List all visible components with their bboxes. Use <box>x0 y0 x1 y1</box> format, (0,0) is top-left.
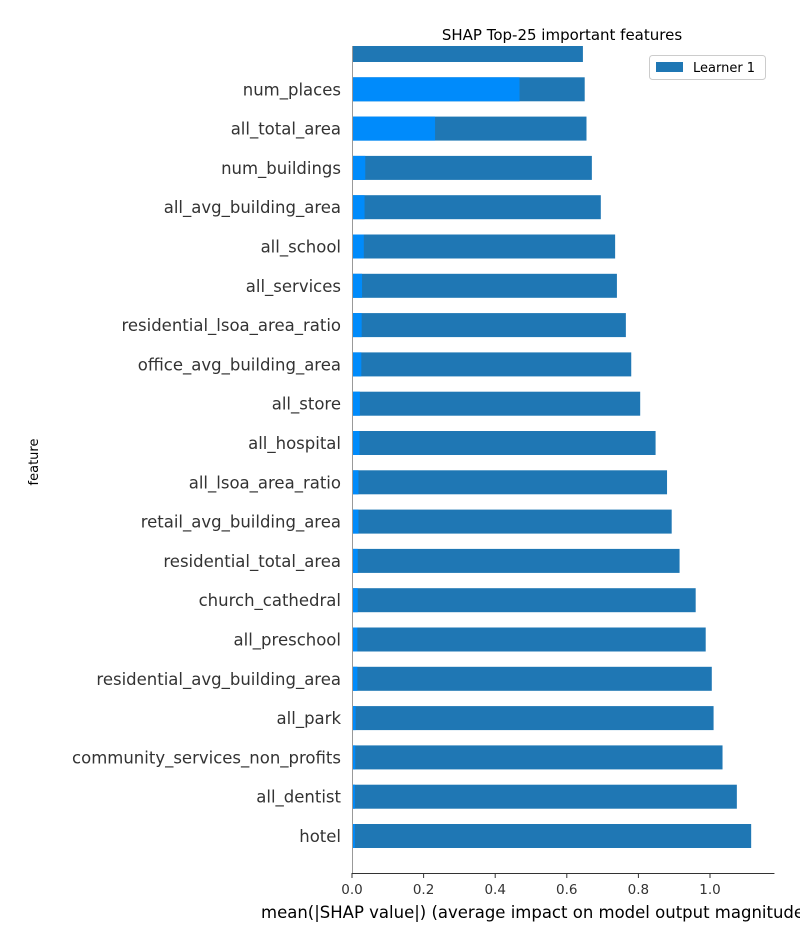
y-tick-label: all_services <box>246 277 341 297</box>
bar-learner-1 <box>352 313 626 338</box>
y-tick-label: residential_avg_building_area <box>96 670 341 690</box>
bar-overlay <box>352 824 355 848</box>
bar-overlay <box>352 627 358 652</box>
y-tick-label: all_hospital <box>248 434 341 454</box>
bar-learner-1 <box>352 46 583 62</box>
chart-title: SHAP Top-25 important features <box>442 26 682 44</box>
x-axis-title: mean(|SHAP value|) (average impact on mo… <box>261 903 800 922</box>
x-tick-label: 1.0 <box>699 882 720 898</box>
x-axis: 0.0 0.2 0.4 0.6 0.8 1.0 <box>341 46 775 898</box>
x-tick-label: 0.2 <box>413 882 434 898</box>
bar-learner-1 <box>352 706 714 731</box>
y-tick-label: residential_lsoa_area_ratio <box>121 316 341 336</box>
x-tick-label: 0.8 <box>628 882 649 898</box>
bar-overlay <box>352 431 360 455</box>
y-tick-label: all_dentist <box>256 788 341 808</box>
y-axis-title: feature <box>27 439 42 486</box>
legend-label: Learner 1 <box>693 61 755 76</box>
bar-overlay <box>352 234 364 259</box>
legend-swatch <box>656 62 683 72</box>
x-tick-label: 0.4 <box>484 882 505 898</box>
bar-overlay <box>352 509 359 534</box>
bar-learner-1 <box>352 352 632 377</box>
bar-learner-1 <box>352 824 752 848</box>
bar-overlay <box>352 155 366 180</box>
y-tick-labels: num_places all_total_area num_buildingsall… <box>72 80 341 846</box>
y-tick-label: all_school <box>261 238 341 258</box>
bar-learner-1 <box>352 548 680 573</box>
bar-learner-1 <box>352 431 656 455</box>
bar-overlay <box>352 77 520 102</box>
bar-overlay <box>352 313 362 338</box>
bars-layer <box>352 46 752 848</box>
bar-overlay <box>352 666 358 691</box>
y-tick-label: retail_avg_building_area <box>141 513 341 533</box>
legend: Learner 1 <box>649 55 766 80</box>
y-tick-label: all_avg_building_area <box>164 198 341 218</box>
y-tick-label: residential_total_area <box>163 552 341 572</box>
bar-learner-1 <box>352 745 723 770</box>
bar-overlay <box>352 548 358 573</box>
y-tick-label: church_cathedral <box>199 591 341 611</box>
y-tick-label: community_services_non_profits <box>72 748 341 768</box>
bar-learner-1 <box>352 234 616 259</box>
bar-overlay <box>352 706 356 731</box>
y-tick-label: all_total_area <box>231 120 341 140</box>
bar-learner-1 <box>352 784 737 809</box>
bar-overlay <box>352 273 363 298</box>
bar-learner-1 <box>352 666 712 691</box>
bar-learner-1 <box>352 470 668 495</box>
y-tick-label: all_park <box>277 709 342 729</box>
bar-learner-1 <box>352 195 601 220</box>
bar-overlay <box>352 195 365 220</box>
y-tick-label: all_preschool <box>234 631 341 651</box>
bar-overlay <box>352 391 360 416</box>
bar-overlay <box>352 352 362 377</box>
bar-overlay <box>352 470 359 495</box>
y-tick-label: num_buildings <box>221 159 341 179</box>
y-tick-label: all_store <box>272 395 341 415</box>
bar-overlay <box>352 784 355 809</box>
y-tick-label: hotel <box>299 827 341 846</box>
bar-learner-1 <box>352 627 706 652</box>
bar-learner-1 <box>352 391 641 416</box>
x-tick-label: 0.0 <box>341 882 362 898</box>
legend-frame <box>649 55 766 80</box>
bar-overlay <box>352 116 436 141</box>
y-tick-label: num_places <box>243 80 341 100</box>
bar-learner-1 <box>352 509 672 534</box>
x-tick-label: 0.6 <box>556 882 577 898</box>
bar-learner-1 <box>352 155 592 180</box>
bar-overlay <box>352 745 356 770</box>
bar-learner-1 <box>352 588 696 613</box>
bar-overlay <box>352 588 358 613</box>
y-tick-label: all_lsoa_area_ratio <box>189 473 341 493</box>
y-tick-label: office_avg_building_area <box>138 355 341 375</box>
bar-learner-1 <box>352 273 617 298</box>
